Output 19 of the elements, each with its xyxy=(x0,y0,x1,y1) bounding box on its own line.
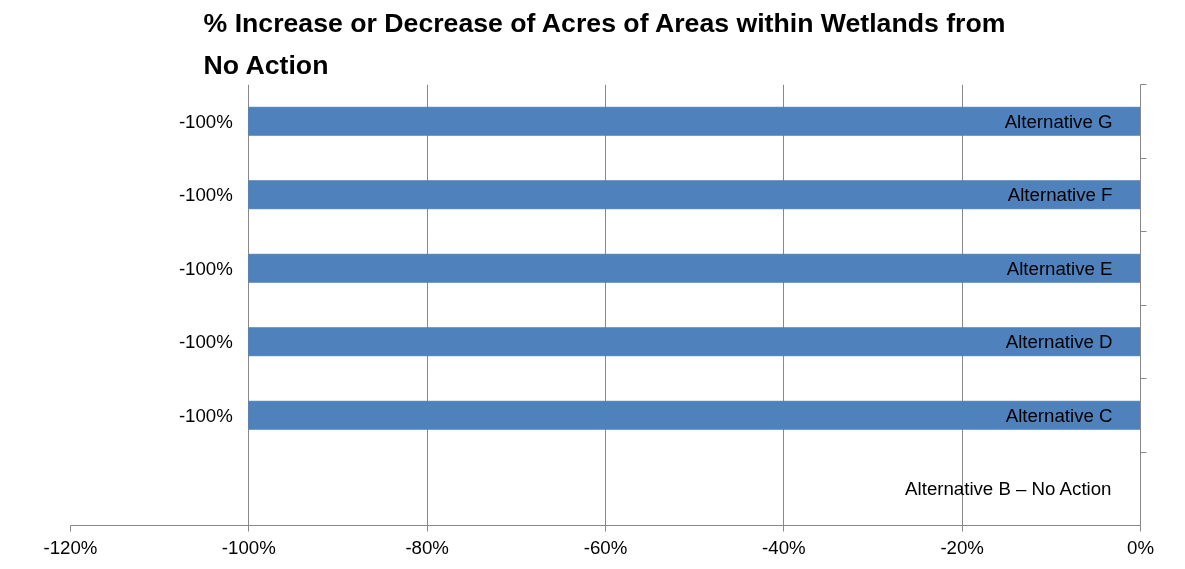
x-tick-label: -40% xyxy=(762,536,806,558)
x-tick-label: -60% xyxy=(583,536,628,558)
x-tick-label: -20% xyxy=(940,536,984,558)
y-tick-label: Alternative G xyxy=(1004,110,1113,132)
y-tick-label: Alternative D xyxy=(1005,331,1113,353)
y-tick-label: Alternative F xyxy=(1007,184,1113,206)
data-label: -100% xyxy=(178,184,233,206)
y-tick-label: Alternative B – No Action xyxy=(905,478,1112,500)
x-tick-label: 0% xyxy=(1127,536,1154,558)
data-label: -100% xyxy=(178,404,233,426)
data-label: -100% xyxy=(178,110,233,132)
y-tick-label: Alternative E xyxy=(1006,257,1113,279)
x-tick-label: -100% xyxy=(221,536,276,558)
chart-title: % Increase or Decrease of Acres of Areas within Wetlands from No Action xyxy=(203,7,1006,80)
y-tick-label: Alternative C xyxy=(1005,404,1113,426)
data-label: -100% xyxy=(178,331,233,353)
x-tick-label: -80% xyxy=(405,536,449,558)
x-tick-label: -120% xyxy=(43,536,98,558)
data-label: -100% xyxy=(178,257,233,279)
